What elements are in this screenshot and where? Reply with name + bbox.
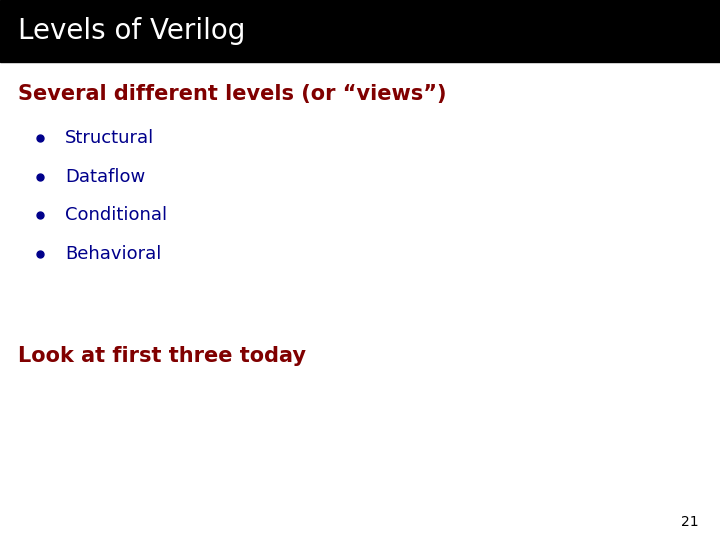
Text: Behavioral: Behavioral [65,245,161,264]
Text: Look at first three today: Look at first three today [18,346,306,366]
Text: 21: 21 [681,515,698,529]
Text: Structural: Structural [65,129,154,147]
Text: Levels of Verilog: Levels of Verilog [18,17,246,45]
Text: Several different levels (or “views”): Several different levels (or “views”) [18,84,446,104]
FancyBboxPatch shape [0,0,720,62]
Text: Dataflow: Dataflow [65,167,145,186]
Text: Conditional: Conditional [65,206,167,225]
